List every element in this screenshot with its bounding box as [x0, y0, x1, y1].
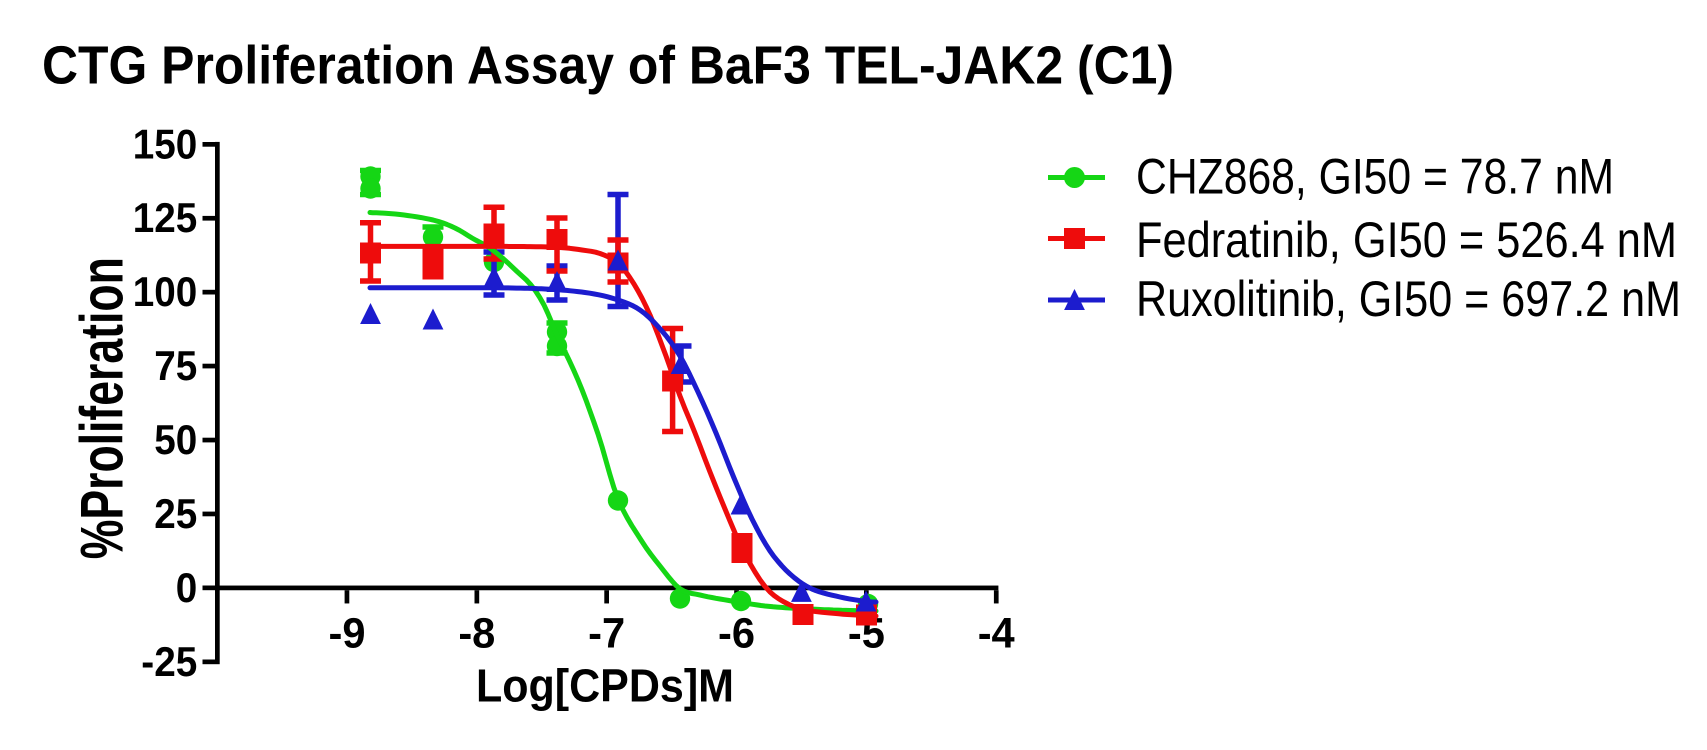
- svg-text:Ruxolitinib, GI50 = 697.2 nM: Ruxolitinib, GI50 = 697.2 nM: [1136, 271, 1681, 327]
- svg-text:%Proliferation: %Proliferation: [69, 257, 136, 559]
- svg-text:125: 125: [133, 194, 198, 241]
- svg-text:Log[CPDs]M: Log[CPDs]M: [476, 660, 734, 712]
- svg-text:-6: -6: [718, 610, 755, 658]
- svg-text:0: 0: [176, 564, 198, 611]
- svg-text:75: 75: [154, 342, 197, 389]
- svg-text:25: 25: [154, 490, 197, 537]
- svg-text:Fedratinib, GI50 = 526.4 nM: Fedratinib, GI50 = 526.4 nM: [1136, 212, 1677, 268]
- svg-text:CHZ868, GI50 = 78.7 nM: CHZ868, GI50 = 78.7 nM: [1136, 149, 1614, 205]
- svg-text:150: 150: [133, 120, 198, 167]
- svg-text:-25: -25: [141, 638, 197, 685]
- svg-text:CTG Proliferation Assay of BaF: CTG Proliferation Assay of BaF3 TEL-JAK2…: [42, 36, 1174, 96]
- svg-text:-7: -7: [588, 610, 625, 658]
- svg-text:50: 50: [154, 416, 197, 463]
- svg-text:100: 100: [133, 268, 198, 315]
- svg-text:-4: -4: [978, 610, 1015, 658]
- svg-text:-9: -9: [329, 610, 366, 658]
- svg-text:-8: -8: [458, 610, 495, 658]
